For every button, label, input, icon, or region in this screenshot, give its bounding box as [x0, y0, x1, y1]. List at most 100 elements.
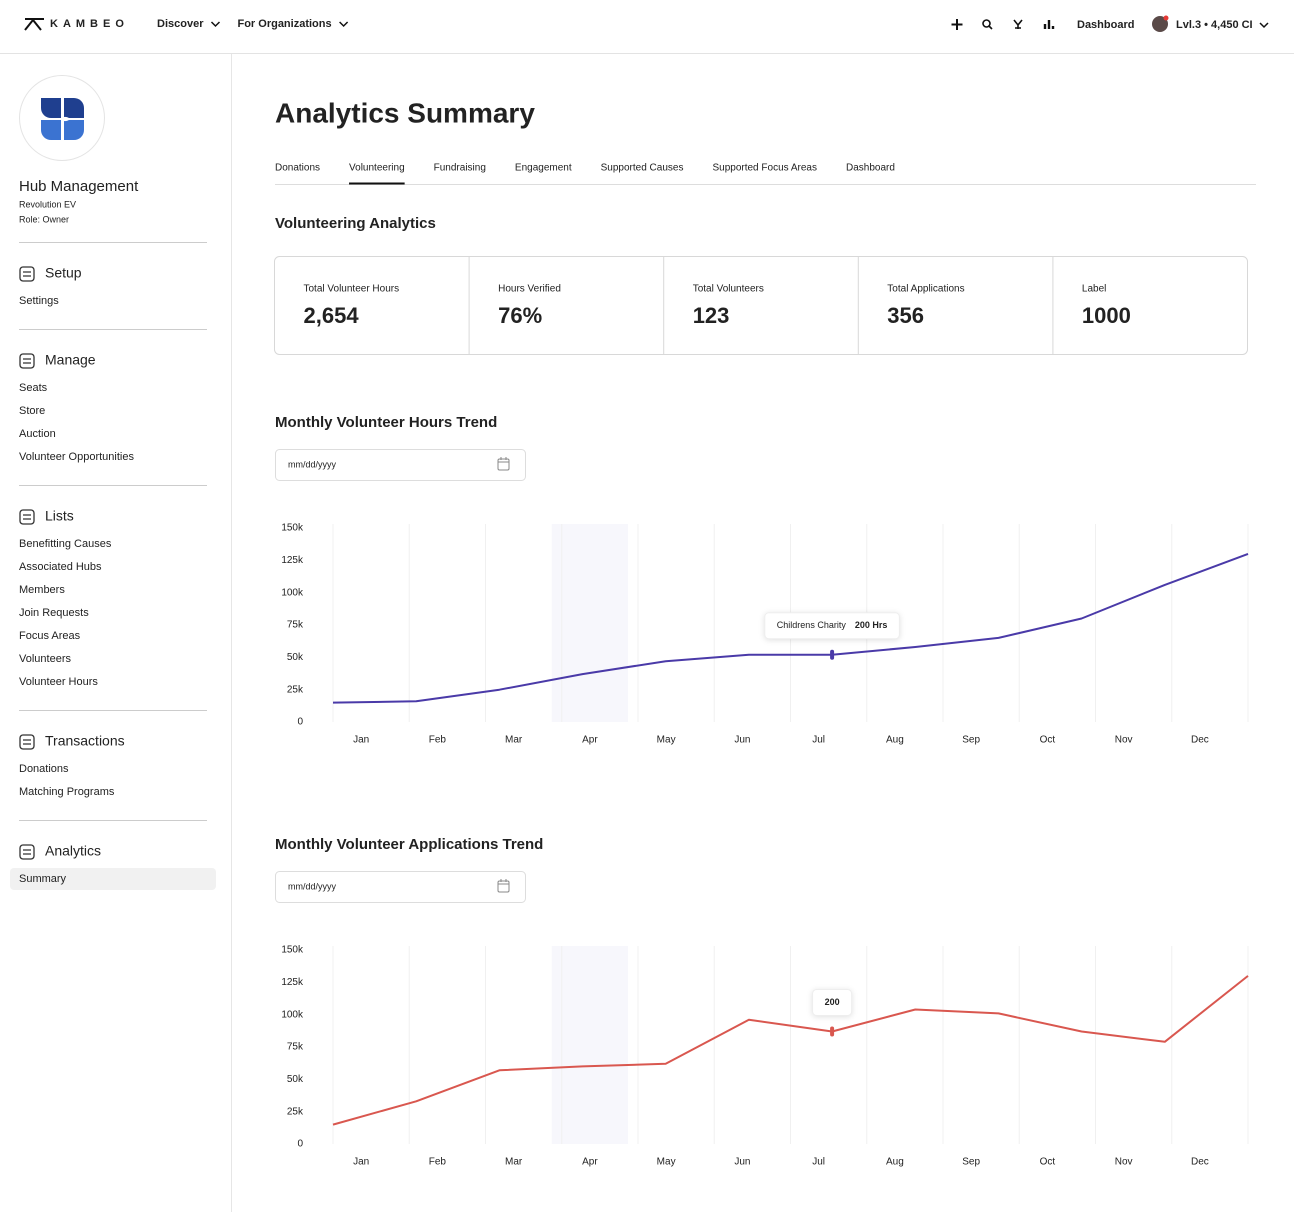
stat-label: Hours Verified — [498, 284, 561, 295]
section-icon — [19, 266, 35, 282]
logo-mark[interactable] — [24, 18, 44, 31]
sidebar-item[interactable]: Benefitting Causes — [19, 538, 112, 550]
sidebar-item[interactable]: Settings — [19, 295, 59, 307]
y-tick-label: 25k — [287, 1106, 304, 1117]
data-line — [332, 975, 1249, 1126]
nav-chevron — [210, 21, 221, 28]
nav-level[interactable]: Lvl.3 • 4,450 CI — [1176, 19, 1253, 31]
sidebar-item[interactable]: Volunteer Opportunities — [19, 451, 134, 463]
date-placeholder: mm/dd/yyyy — [288, 459, 337, 469]
section-icon — [19, 734, 35, 750]
y-tick-label: 150k — [281, 945, 304, 956]
search-icon-handle — [988, 25, 993, 30]
nav-chevron — [339, 21, 349, 28]
y-tick-label: 125k — [281, 555, 304, 566]
avatar[interactable] — [1152, 16, 1168, 32]
sidebar-item[interactable]: Volunteers — [19, 653, 71, 665]
y-tick-label: 50k — [287, 652, 304, 663]
tab[interactable]: Dashboard — [846, 163, 895, 174]
nav-menu-item[interactable]: Discover — [157, 18, 204, 30]
y-tick-label: 25k — [287, 684, 304, 695]
stat-value: 1000 — [1082, 303, 1131, 328]
x-tick-label: Feb — [429, 1157, 447, 1168]
x-tick-label: Nov — [1115, 735, 1133, 746]
section-icon-detail — [23, 739, 31, 745]
avatar-badge — [1163, 15, 1169, 21]
tab[interactable]: Fundraising — [434, 163, 486, 174]
x-tick-label: Aug — [886, 735, 904, 746]
hover-marker — [830, 1026, 835, 1037]
search-icon[interactable] — [982, 19, 991, 28]
tab[interactable]: Volunteering — [349, 163, 405, 174]
stat-label: Label — [1082, 284, 1106, 295]
y-tick-label: 75k — [287, 1042, 304, 1053]
sidebar-item[interactable]: Associated Hubs — [19, 561, 102, 573]
calendar-icon[interactable] — [497, 458, 510, 471]
sidebar-item[interactable]: Seats — [19, 382, 48, 394]
tab[interactable]: Supported Focus Areas — [712, 163, 817, 174]
tooltip — [812, 988, 853, 1016]
stats-card — [274, 256, 1248, 355]
active-item-bg — [10, 868, 216, 890]
nav-dashboard[interactable]: Dashboard — [1077, 19, 1134, 31]
section-title: Manage — [45, 352, 96, 368]
tooltip-label: Childrens Charity — [777, 620, 847, 630]
sidebar-item[interactable]: Volunteer Hours — [19, 676, 98, 688]
stat-value: 356 — [887, 303, 924, 328]
tab[interactable]: Engagement — [515, 163, 572, 174]
add-icon[interactable] — [951, 19, 963, 30]
x-tick-label: Apr — [582, 735, 598, 746]
hover-band — [551, 524, 628, 722]
tab[interactable]: Donations — [275, 163, 320, 174]
sidebar-item[interactable]: Summary — [19, 873, 67, 885]
section-icon-detail — [23, 514, 31, 520]
chart-title: Monthly Volunteer Hours Trend — [275, 414, 497, 431]
section-icon — [19, 844, 35, 860]
profile-chevron[interactable] — [1259, 22, 1269, 29]
x-tick-label: Oct — [1040, 735, 1056, 746]
tooltip-text: 200 — [825, 997, 840, 1007]
section-icon-detail — [23, 271, 31, 277]
stat-value: 76% — [498, 303, 542, 328]
calendar-icon-detail — [498, 879, 509, 885]
sidebar-item[interactable]: Auction — [19, 428, 56, 440]
hover-marker — [830, 649, 835, 660]
x-tick-label: Jun — [734, 1157, 750, 1168]
calendar-icon[interactable] — [497, 880, 510, 893]
tooltip-text: 200 Hrs — [855, 620, 888, 630]
sidebar-item[interactable]: Join Requests — [19, 607, 89, 619]
logo-text[interactable]: KAMBEO — [50, 18, 129, 30]
section-icon-detail — [23, 358, 31, 364]
x-tick-label: Sep — [962, 1157, 980, 1168]
hub-role: Role: Owner — [19, 214, 69, 224]
sidebar-item[interactable]: Members — [19, 584, 65, 596]
tooltip — [764, 612, 900, 640]
x-tick-label: Mar — [505, 1157, 523, 1168]
x-tick-label: Sep — [962, 735, 980, 746]
date-input[interactable] — [275, 449, 526, 481]
y-tick-label: 0 — [297, 717, 303, 728]
y-tick-label: 75k — [287, 620, 304, 631]
sidebar-item[interactable]: Donations — [19, 763, 69, 775]
x-tick-label: Apr — [582, 1157, 598, 1168]
y-tick-label: 50k — [287, 1074, 304, 1085]
tab[interactable]: Supported Causes — [601, 163, 684, 174]
y-tick-label: 100k — [281, 1009, 304, 1020]
hub-org: Revolution EV — [19, 199, 76, 209]
calendar-icon-detail — [498, 457, 509, 463]
sidebar-item[interactable]: Store — [19, 405, 45, 417]
x-tick-label: May — [657, 1157, 676, 1168]
sidebar-item[interactable]: Matching Programs — [19, 786, 115, 798]
nav-menu-item[interactable]: For Organizations — [237, 18, 331, 30]
x-tick-label: Jul — [812, 1157, 825, 1168]
x-tick-label: Dec — [1191, 1157, 1209, 1168]
stats-icon[interactable] — [1043, 20, 1055, 29]
x-tick-label: Jan — [353, 735, 369, 746]
hub-name: Hub Management — [19, 178, 139, 195]
awards-icon[interactable] — [1013, 19, 1023, 29]
date-input[interactable] — [275, 871, 526, 903]
x-tick-label: Mar — [505, 735, 523, 746]
sidebar-item[interactable]: Focus Areas — [19, 630, 81, 642]
